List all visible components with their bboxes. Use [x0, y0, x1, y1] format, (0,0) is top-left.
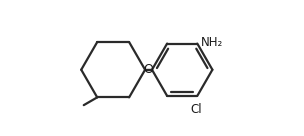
- Text: NH₂: NH₂: [200, 36, 223, 49]
- Text: Cl: Cl: [191, 103, 202, 116]
- Text: O: O: [143, 63, 154, 76]
